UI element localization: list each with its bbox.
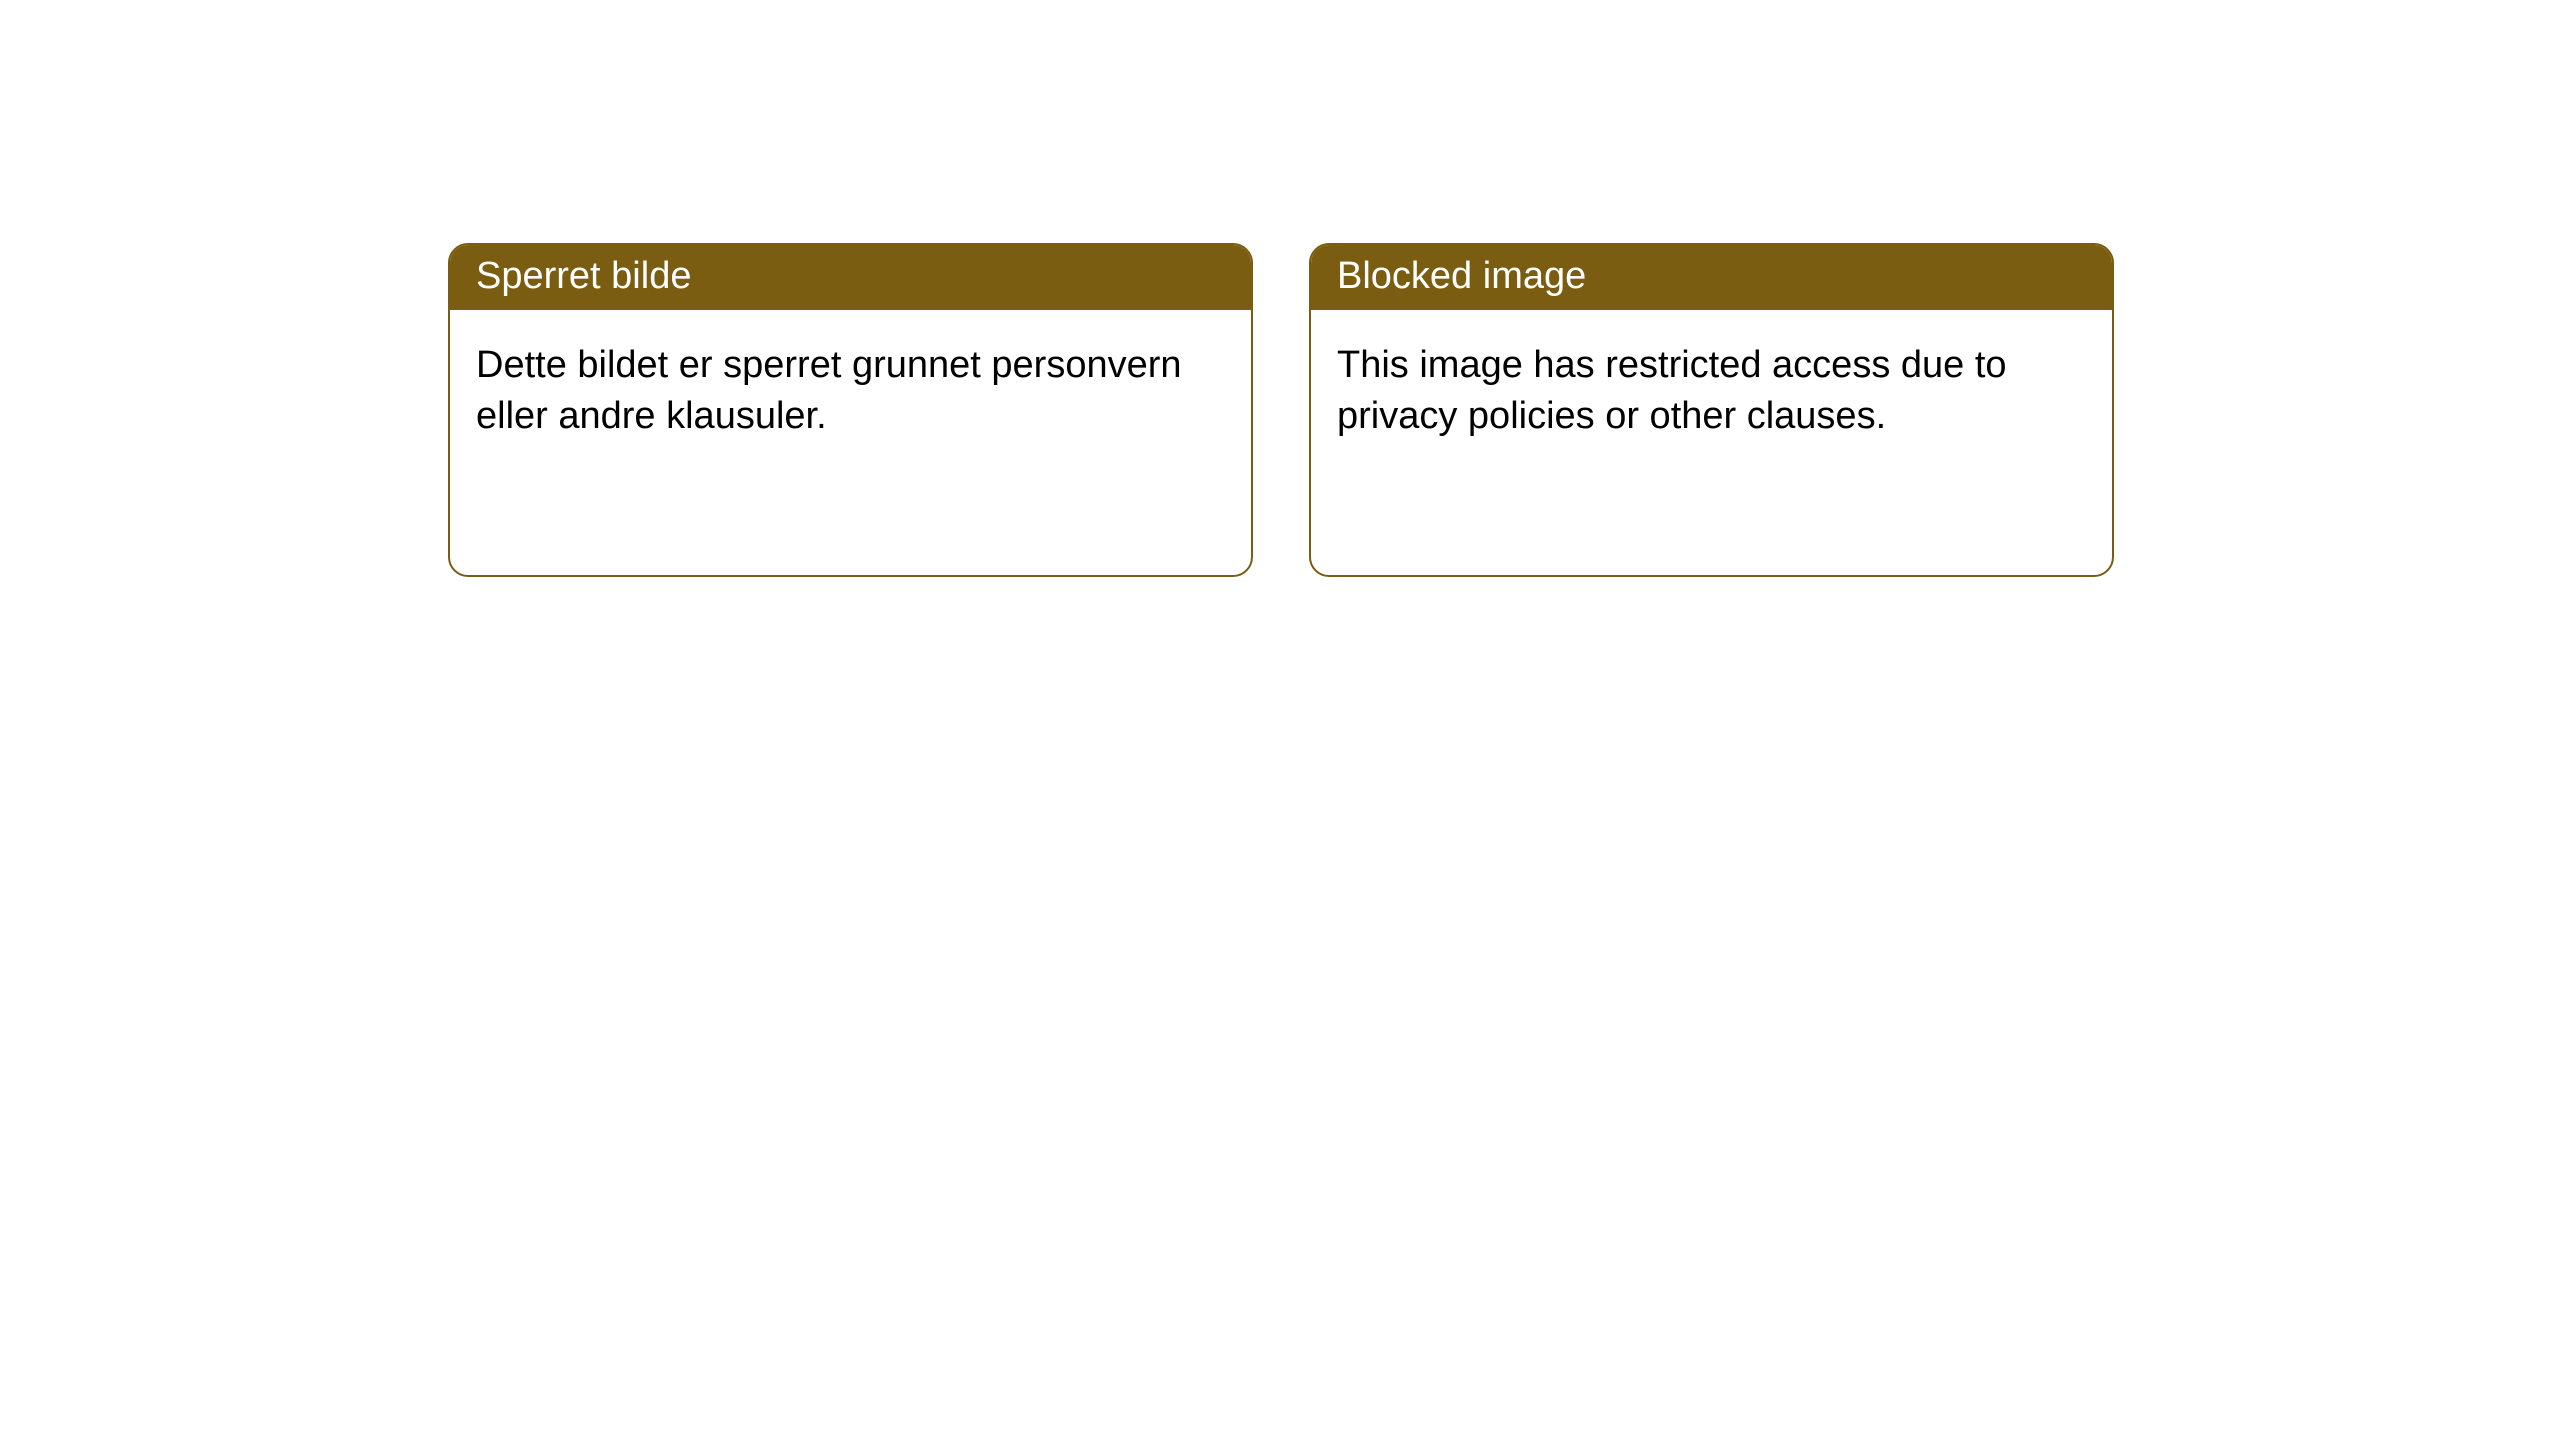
- blocked-image-card-no: Sperret bilde Dette bildet er sperret gr…: [448, 243, 1253, 577]
- blocked-image-card-en: Blocked image This image has restricted …: [1309, 243, 2114, 577]
- card-header-en: Blocked image: [1311, 245, 2112, 310]
- notice-cards-container: Sperret bilde Dette bildet er sperret gr…: [0, 0, 2560, 577]
- card-body-no: Dette bildet er sperret grunnet personve…: [450, 310, 1251, 473]
- card-body-en: This image has restricted access due to …: [1311, 310, 2112, 473]
- card-header-no: Sperret bilde: [450, 245, 1251, 310]
